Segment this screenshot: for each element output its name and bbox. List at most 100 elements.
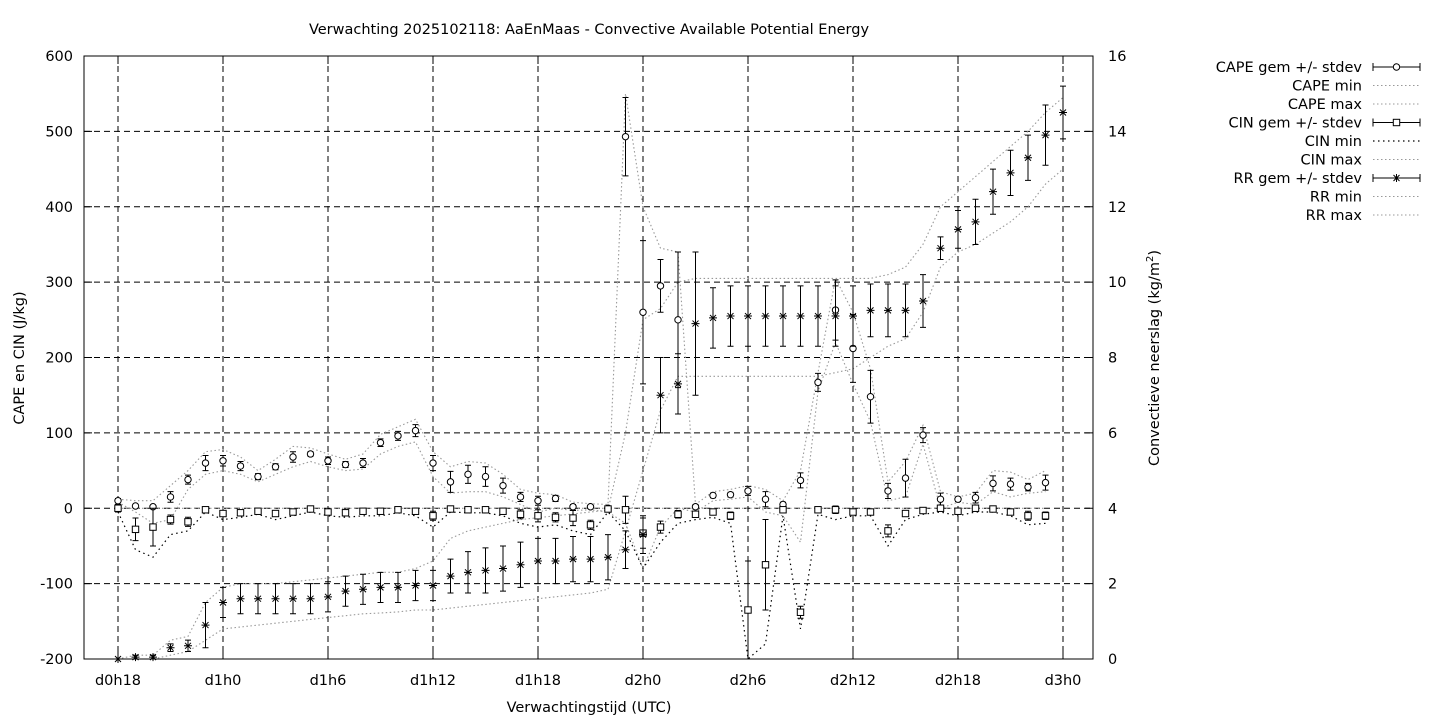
cin-point (586, 521, 595, 529)
cin-point (849, 508, 857, 516)
cin-point (569, 514, 577, 522)
cin-point (919, 506, 927, 515)
cin-point (884, 527, 892, 535)
cape-point (516, 493, 525, 501)
cape-point (411, 426, 420, 435)
cape-point (219, 457, 227, 465)
rr-point (306, 594, 315, 603)
legend-marker (1392, 174, 1401, 182)
cin-point (499, 507, 507, 515)
legend-label: RR max (1306, 208, 1363, 224)
y-tick-label: -100 (40, 577, 73, 593)
rr-point (674, 379, 682, 388)
cape-point (761, 495, 770, 503)
y-tick-label: 200 (45, 351, 73, 367)
cape-point (254, 472, 262, 481)
cape-point (376, 438, 385, 447)
cin-point (1041, 512, 1050, 520)
rr-point (551, 557, 560, 566)
cape-point (919, 431, 927, 439)
rr-point (1006, 168, 1015, 177)
y2-tick-label: 2 (1108, 577, 1117, 593)
cape-point (796, 476, 805, 485)
rr-point (516, 560, 525, 569)
rr-point (569, 555, 577, 564)
rr-point (1041, 131, 1050, 140)
cin-point (831, 506, 840, 514)
cin-point (534, 512, 542, 520)
cin-point (936, 504, 945, 512)
y-tick-label: 100 (45, 426, 73, 442)
rr-point (586, 555, 595, 564)
rr-point (866, 306, 875, 315)
x-tick-label: d1h0 (205, 673, 242, 689)
x-tick-label: d3h0 (1045, 673, 1082, 689)
cin-point (271, 509, 280, 518)
cape-point (674, 316, 682, 324)
legend-label: CAPE max (1288, 97, 1363, 113)
rr-point (219, 598, 227, 607)
cin-point (446, 505, 455, 513)
legend-label: RR gem +/- stdev (1234, 171, 1363, 187)
cape-point (114, 497, 122, 505)
rr-point (464, 568, 472, 577)
cape-point (621, 132, 630, 141)
cin-point (674, 510, 682, 518)
cin-point (621, 506, 630, 514)
cin-point (656, 523, 665, 531)
cin-point (289, 508, 297, 516)
cin-point (989, 505, 997, 513)
rr-point (884, 306, 892, 315)
cape-point (814, 378, 822, 387)
cape-point (394, 432, 402, 440)
legend-label: CAPE min (1292, 79, 1362, 95)
cin-point (761, 561, 770, 569)
legend-label: CIN min (1305, 134, 1362, 150)
cin-point (324, 508, 332, 516)
cin-point (429, 512, 437, 520)
cape-point (236, 462, 245, 470)
cape-point (166, 493, 175, 501)
cape-point (464, 470, 472, 479)
rr-point (709, 313, 717, 322)
rr-point (971, 217, 980, 226)
rr-point (166, 643, 175, 652)
rr-point (236, 594, 245, 603)
rr-point (744, 312, 752, 321)
rr-point (814, 312, 822, 321)
cape-max-line (117, 93, 1046, 506)
rr-point (691, 319, 700, 328)
rr-point (621, 545, 630, 554)
rr-point (639, 530, 647, 539)
rr-point (779, 312, 787, 321)
rr-point (1059, 108, 1067, 117)
cin-point (359, 507, 367, 515)
rr-point (131, 653, 140, 662)
cape-point (499, 481, 507, 490)
y-tick-label: 400 (45, 200, 73, 216)
y2-tick-label: 8 (1108, 351, 1117, 367)
y2-tick-label: 14 (1108, 124, 1126, 140)
cin-point (551, 513, 560, 521)
rr-point (831, 312, 840, 321)
x-tick-label: d2h18 (935, 673, 981, 689)
legend-label: RR min (1310, 190, 1362, 206)
cape-min-line (117, 340, 1046, 570)
cape-point (1041, 478, 1050, 487)
rr-point (289, 594, 297, 603)
cape-point (551, 494, 560, 503)
y2-tick-label: 6 (1108, 426, 1117, 442)
y2-tick-label: 10 (1108, 275, 1126, 291)
rr-point (604, 553, 612, 562)
cin-point (709, 508, 717, 516)
cin-point (604, 505, 612, 513)
cin-point (219, 509, 227, 518)
rr-point (656, 391, 665, 400)
rr-point (761, 312, 770, 321)
cin-point (131, 525, 140, 534)
cape-point (201, 459, 210, 467)
x-tick-label: d1h6 (310, 673, 347, 689)
rr-point (989, 187, 997, 196)
cape-point (936, 495, 945, 503)
x-tick-label: d0h18 (95, 673, 141, 689)
